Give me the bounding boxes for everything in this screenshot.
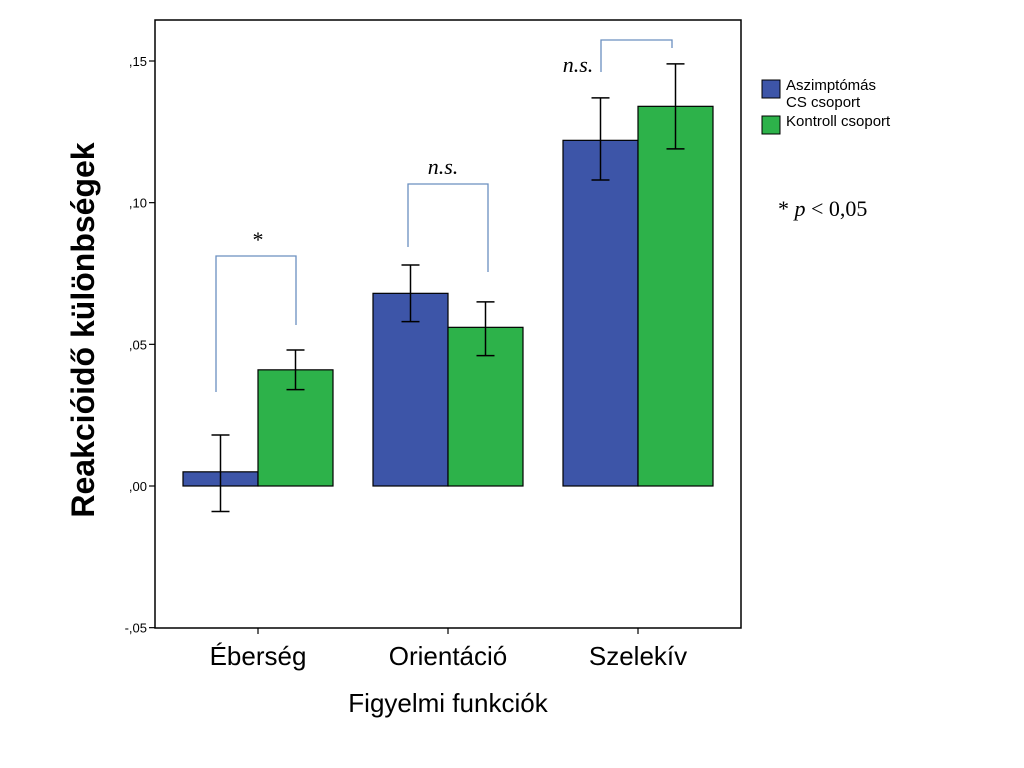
bar [637, 105, 714, 487]
significance-note: * p < 0,05 [778, 196, 867, 221]
bar [562, 139, 639, 487]
plot-area: * n.s. n.s. [182, 39, 714, 513]
x-tick-label: Szelekív [589, 641, 687, 671]
y-tick-label: ,15 [129, 54, 147, 69]
significance-label: n.s. [563, 52, 594, 77]
significance-label: * [253, 227, 264, 252]
significance-label: n.s. [428, 154, 459, 179]
y-axis-label: Reakcióidő különbségek [65, 142, 101, 517]
legend-swatch [761, 115, 781, 135]
legend-label: Aszimptómás CS csoport [786, 77, 876, 111]
legend: Aszimptómás CS csoport Kontroll csoport [761, 77, 891, 135]
y-tick-label: ,05 [129, 337, 147, 352]
x-tick-label: Orientáció [389, 641, 508, 671]
significance-bracket [600, 39, 673, 72]
y-tick-label: ,00 [129, 479, 147, 494]
y-tick-label: ,10 [129, 196, 147, 211]
legend-swatch [761, 79, 781, 99]
significance-bracket [215, 255, 297, 392]
y-tick-label: -,05 [125, 621, 147, 636]
axes: -,05 ,00 ,05 ,10 ,15 Éberség Orientáció Szelekí… [125, 19, 742, 671]
bar [372, 292, 449, 487]
significance-bracket [407, 183, 489, 272]
x-tick-label: Éberség [210, 641, 307, 671]
x-axis-label: Figyelmi funkciók [348, 688, 548, 718]
legend-label: Kontroll csoport [786, 113, 891, 130]
